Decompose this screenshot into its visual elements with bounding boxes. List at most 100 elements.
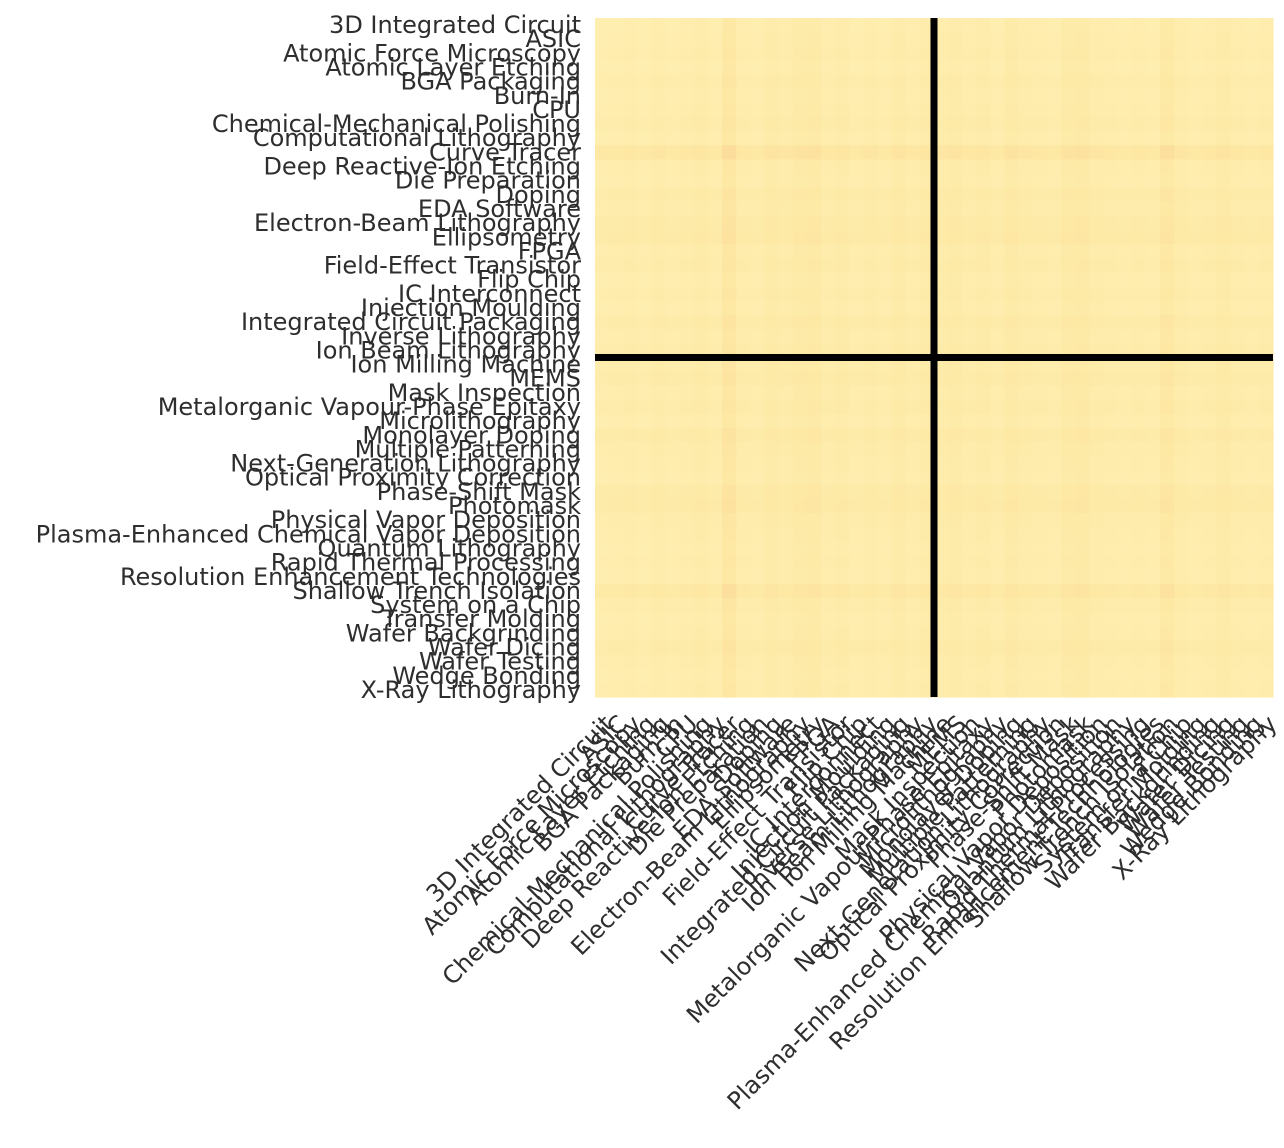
heatmap-cell [863,428,879,443]
heatmap-cell [1174,74,1189,90]
heatmap-cell [1145,569,1161,585]
heatmap-cell [1004,329,1020,344]
heatmap-cell [1018,60,1034,76]
heatmap-cell [679,117,695,132]
heatmap-cell [623,527,638,542]
heatmap-cell [835,583,850,599]
heatmap-cell [750,258,766,274]
heatmap-cell [1117,484,1133,500]
heatmap-cell [976,60,992,76]
heatmap-cell [962,442,977,458]
heatmap-cell [792,654,808,670]
heatmap-cell [1160,612,1175,627]
heatmap-cell [1188,46,1203,62]
heatmap-cell [1131,385,1147,401]
heatmap-cell [849,612,864,627]
heatmap-cell [651,654,667,670]
heatmap-cell [1216,682,1232,698]
heatmap-cell [905,272,921,288]
heatmap-cell [1230,300,1246,316]
heatmap-cell [736,682,751,698]
heatmap-cell [905,145,921,161]
heatmap-cell [764,286,780,302]
heatmap-cell [962,668,977,684]
heatmap-cell [1032,385,1048,401]
heatmap-cell [736,60,751,76]
heatmap-cell [990,682,1006,698]
heatmap-cell [1216,300,1232,316]
heatmap-cell [1131,32,1147,47]
heatmap-cell [623,357,638,373]
heatmap-cell [835,230,850,245]
heatmap-cell [1174,201,1189,217]
heatmap-cell [877,173,893,189]
heatmap-cell [722,46,737,62]
heatmap-cell [792,88,808,104]
heatmap-cell [778,258,794,274]
heatmap-cell [792,470,808,486]
heatmap-cell [693,102,709,118]
heatmap-cell [722,117,737,132]
heatmap-cell [736,159,751,175]
heatmap-cell [1089,470,1105,486]
heatmap-cell [1004,470,1020,486]
heatmap-cell [1244,414,1260,429]
y-tick-label: Atomic Layer Etching [325,54,581,82]
heatmap-cell [736,74,751,90]
heatmap-cell [976,597,992,613]
heatmap-cell [792,201,808,217]
heatmap-cell [1061,555,1076,571]
heatmap-cell [708,173,723,189]
heatmap-cell [623,300,638,316]
heatmap-cell [1230,201,1246,217]
y-tick-label: Wedge Bonding [392,662,581,690]
heatmap-cell [821,286,836,302]
heatmap-cell [750,159,766,175]
heatmap-cell [778,145,794,161]
heatmap-cell [821,230,836,245]
heatmap-cell [623,569,638,585]
heatmap-cell [736,329,751,344]
y-tick-label: EDA Software [418,195,581,223]
heatmap-cell [905,654,921,670]
heatmap-cell [736,173,751,189]
heatmap-cell [1089,32,1105,47]
heatmap-cell [1230,131,1246,146]
heatmap-cell [1258,583,1274,599]
heatmap-cell [1047,682,1062,698]
heatmap-cell [948,74,963,90]
heatmap-cell [1089,597,1105,613]
heatmap-cell [1188,583,1203,599]
heatmap-cell [1216,230,1232,245]
heatmap-cell [1131,117,1147,132]
heatmap-cell [863,131,879,146]
heatmap-cell [1089,569,1105,585]
heatmap-cell [1018,88,1034,104]
heatmap-cell [736,88,751,104]
heatmap-cell [750,668,766,684]
heatmap-cell [1018,569,1034,585]
heatmap-cell [792,612,808,627]
heatmap-cell [1230,286,1246,302]
heatmap-cell [990,201,1006,217]
heatmap-cell [1018,145,1034,161]
heatmap-cell [863,399,879,415]
heatmap-cell [665,131,681,146]
heatmap-cell [863,555,879,571]
heatmap-cell [778,513,794,528]
heatmap-cell [1174,60,1189,76]
heatmap-cell [948,399,963,415]
heatmap-cell [905,541,921,557]
heatmap-cell [1244,583,1260,599]
heatmap-cell [693,484,709,500]
heatmap-cell [595,414,610,429]
heatmap-cell [1216,88,1232,104]
heatmap-cell [693,428,709,443]
heatmap-cell [595,74,610,90]
heatmap-cell [849,470,864,486]
heatmap-cell [764,654,780,670]
heatmap-cell [778,442,794,458]
heatmap-cell [1202,428,1218,443]
y-tick-label: Next-Generation Lithography [230,450,581,478]
